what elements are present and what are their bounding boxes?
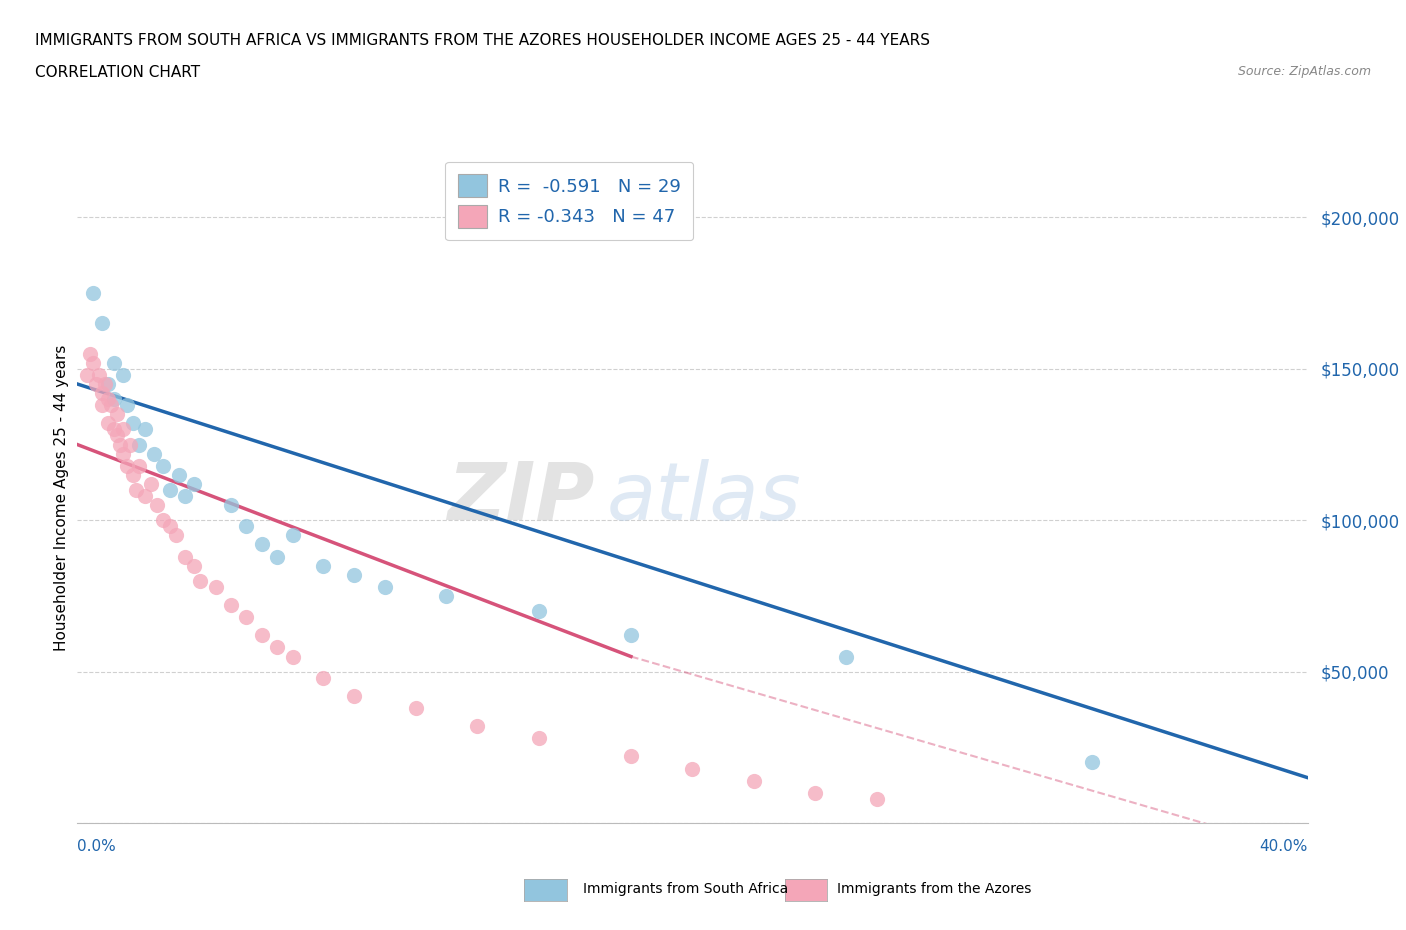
Point: [620, 628, 643, 643]
Point: [141, 476, 163, 491]
Point: [112, 367, 135, 382]
Point: [115, 458, 138, 473]
Point: [266, 549, 288, 564]
Point: [128, 437, 150, 452]
Point: [235, 610, 257, 625]
Point: [103, 422, 125, 437]
Point: [103, 355, 125, 370]
Point: [82, 286, 104, 300]
Point: [134, 422, 156, 437]
Point: [167, 468, 190, 483]
Point: [112, 446, 135, 461]
Point: [103, 392, 125, 406]
Point: [79, 346, 101, 361]
Point: [312, 558, 335, 573]
Point: [465, 719, 488, 734]
Point: [82, 355, 104, 370]
Point: [266, 640, 288, 655]
Point: [219, 498, 242, 512]
Point: [174, 549, 197, 564]
Point: [97, 377, 120, 392]
Point: [87, 367, 110, 382]
Point: [84, 377, 107, 392]
Point: [97, 392, 120, 406]
Point: [121, 468, 143, 483]
Point: [105, 406, 128, 421]
Point: [152, 458, 174, 473]
Point: [682, 761, 704, 776]
Text: Source: ZipAtlas.com: Source: ZipAtlas.com: [1237, 65, 1371, 78]
Point: [219, 598, 242, 613]
Point: [835, 649, 858, 664]
Point: [183, 558, 205, 573]
Point: [312, 671, 335, 685]
Legend: R =  -0.591   N = 29, R = -0.343   N = 47: R = -0.591 N = 29, R = -0.343 N = 47: [446, 162, 693, 241]
Point: [183, 476, 205, 491]
Point: [343, 567, 366, 582]
Point: [121, 416, 143, 431]
Text: IMMIGRANTS FROM SOUTH AFRICA VS IMMIGRANTS FROM THE AZORES HOUSEHOLDER INCOME AG: IMMIGRANTS FROM SOUTH AFRICA VS IMMIGRAN…: [35, 33, 931, 47]
Point: [281, 528, 304, 543]
Point: [866, 791, 889, 806]
Text: 0.0%: 0.0%: [77, 839, 117, 854]
Point: [112, 422, 135, 437]
Point: [527, 604, 550, 618]
Point: [128, 458, 150, 473]
Point: [76, 367, 98, 382]
Text: Immigrants from South Africa: Immigrants from South Africa: [583, 882, 789, 896]
Point: [742, 773, 765, 788]
Point: [405, 700, 427, 715]
Point: [281, 649, 304, 664]
Point: [115, 398, 138, 413]
Point: [527, 731, 550, 746]
Point: [97, 416, 120, 431]
Point: [174, 488, 197, 503]
Point: [134, 488, 156, 503]
Point: [105, 428, 128, 443]
Point: [90, 398, 114, 413]
Point: [90, 386, 114, 401]
Text: Immigrants from the Azores: Immigrants from the Azores: [837, 882, 1031, 896]
Text: ZIP: ZIP: [447, 458, 595, 537]
Text: atlas: atlas: [606, 458, 801, 537]
Point: [159, 483, 181, 498]
Point: [110, 437, 132, 452]
Point: [374, 579, 396, 594]
Text: 40.0%: 40.0%: [1260, 839, 1308, 854]
Point: [159, 519, 181, 534]
Point: [118, 437, 141, 452]
Point: [204, 579, 226, 594]
Point: [343, 688, 366, 703]
Point: [235, 519, 257, 534]
Point: [620, 749, 643, 764]
Point: [1081, 755, 1104, 770]
Point: [152, 512, 174, 527]
Point: [100, 398, 122, 413]
Point: [804, 785, 827, 800]
Point: [143, 446, 166, 461]
Point: [165, 528, 187, 543]
Point: [146, 498, 169, 512]
Point: [94, 377, 117, 392]
Point: [250, 537, 273, 551]
Point: [125, 483, 148, 498]
Y-axis label: Householder Income Ages 25 - 44 years: Householder Income Ages 25 - 44 years: [53, 344, 69, 651]
Point: [250, 628, 273, 643]
Point: [436, 589, 458, 604]
Point: [90, 316, 114, 331]
Text: CORRELATION CHART: CORRELATION CHART: [35, 65, 200, 80]
Point: [188, 574, 212, 589]
